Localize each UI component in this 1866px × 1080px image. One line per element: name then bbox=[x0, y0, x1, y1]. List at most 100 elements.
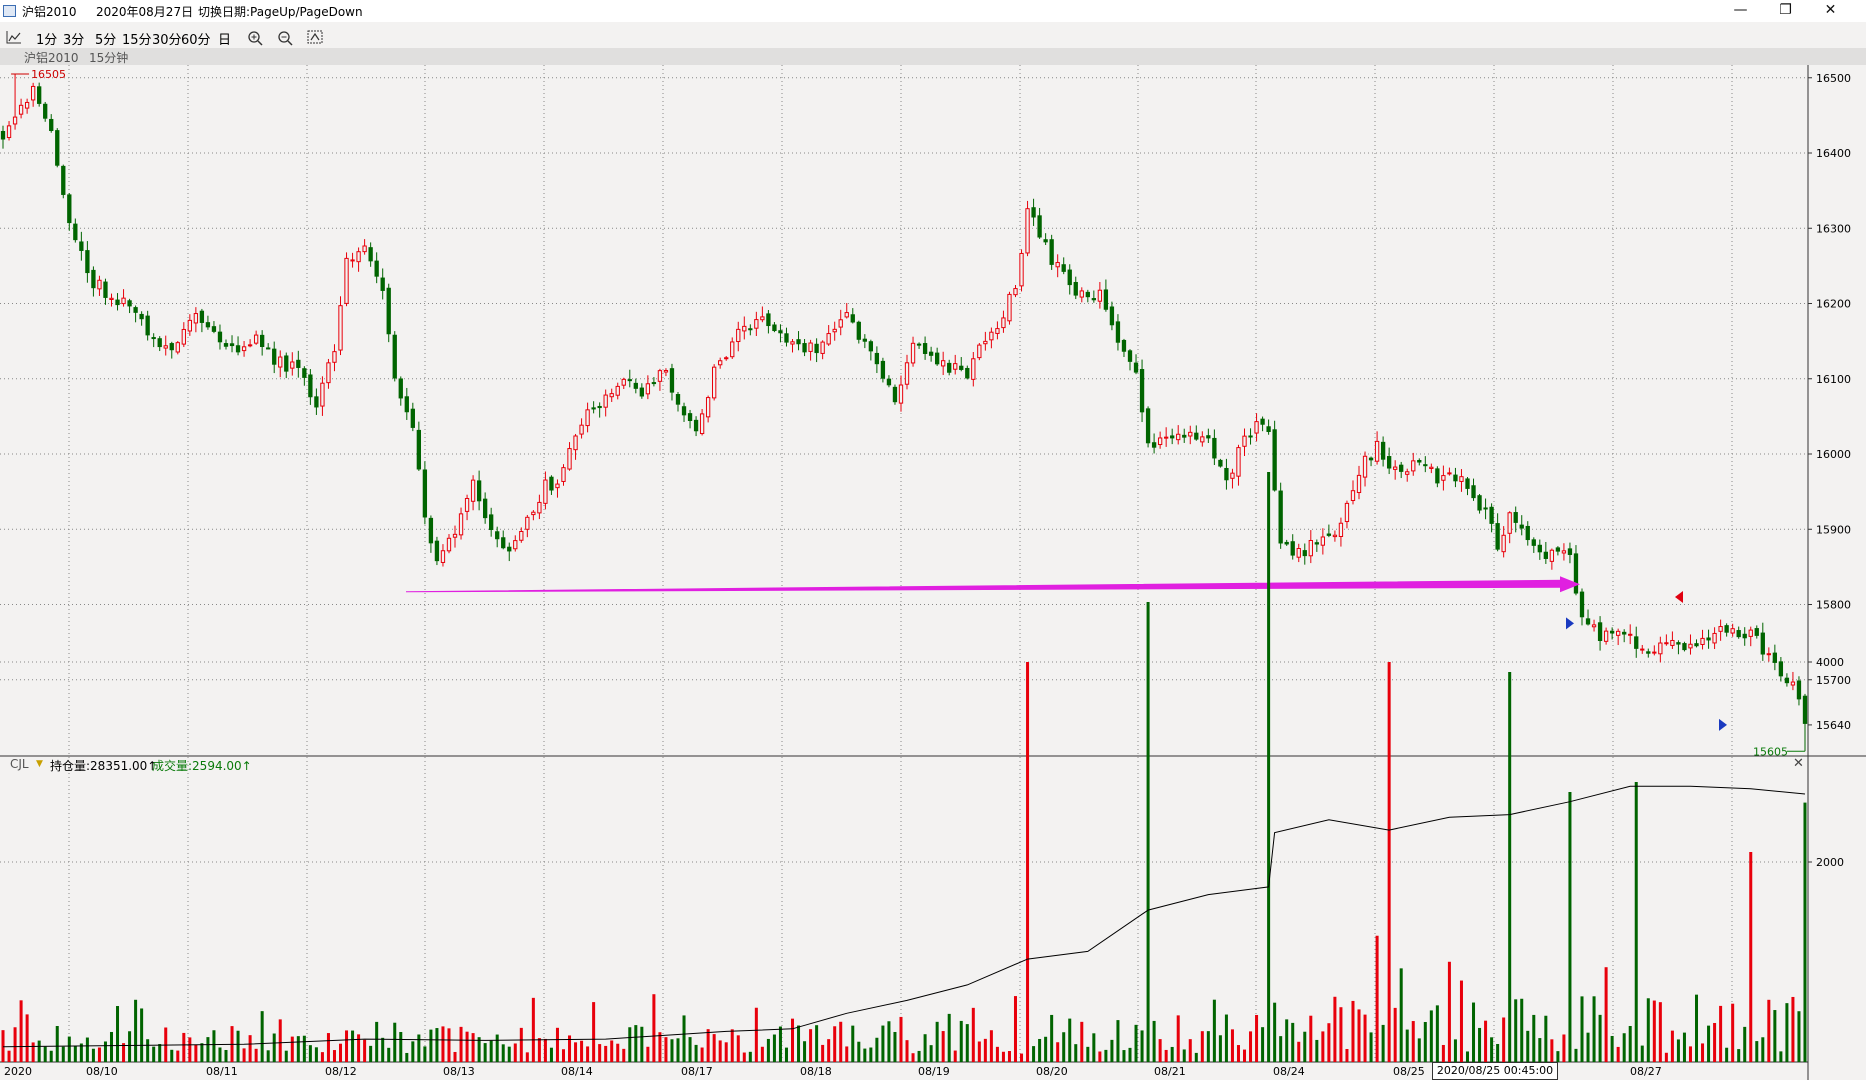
volume-bar bbox=[1188, 1039, 1192, 1062]
candle-body bbox=[1043, 239, 1048, 243]
volume-bar bbox=[688, 1037, 692, 1062]
candle-body bbox=[326, 362, 331, 384]
candle-body bbox=[519, 530, 524, 541]
volume-bar bbox=[1110, 1039, 1114, 1062]
volume-bar bbox=[1773, 1010, 1777, 1062]
volume-bar bbox=[212, 1030, 216, 1062]
volume-bar bbox=[188, 1037, 192, 1062]
candle-body bbox=[748, 328, 753, 331]
volume-bar bbox=[357, 1034, 361, 1062]
candle-body bbox=[1567, 548, 1573, 555]
time-tick-label: 08/18 bbox=[800, 1065, 832, 1078]
zoom-out-icon[interactable] bbox=[277, 30, 293, 46]
volume-bar bbox=[1459, 980, 1463, 1062]
volume-bar bbox=[290, 1036, 294, 1062]
candle-body bbox=[790, 341, 795, 345]
candle-body bbox=[1555, 547, 1561, 552]
candle-body bbox=[1314, 542, 1319, 545]
candle-body bbox=[1079, 290, 1084, 298]
volume-bar bbox=[1646, 998, 1650, 1062]
volume-bar bbox=[1200, 1031, 1204, 1062]
candle-body bbox=[1290, 541, 1295, 556]
time-tick-label: 08/24 bbox=[1273, 1065, 1305, 1078]
minimize-icon[interactable]: — bbox=[1733, 2, 1748, 18]
volume-bar bbox=[1164, 1049, 1168, 1062]
restore-icon[interactable]: ❐ bbox=[1779, 2, 1792, 18]
zoom-in-icon[interactable] bbox=[247, 30, 263, 46]
volume-bar bbox=[1032, 1046, 1036, 1062]
volume-bar bbox=[1749, 852, 1753, 1062]
volume-bar bbox=[730, 1029, 734, 1062]
period-3min[interactable]: 3分 bbox=[63, 33, 85, 48]
kline-chart[interactable]: 16500 16400 16300 16200 16100 16000 15900 15800… bbox=[0, 65, 1866, 1080]
period-30min[interactable]: 30分 bbox=[152, 33, 182, 48]
period-day[interactable]: 日 bbox=[218, 33, 232, 48]
candle-body bbox=[627, 379, 632, 382]
volume-bar bbox=[1640, 1045, 1644, 1062]
period-1min[interactable]: 1分 bbox=[36, 33, 58, 48]
volume-bar bbox=[37, 1040, 41, 1062]
volume-bar bbox=[128, 1031, 132, 1062]
volume-bar bbox=[1538, 1038, 1542, 1062]
volume-bar bbox=[893, 1031, 897, 1062]
close-icon[interactable]: ✕ bbox=[1824, 2, 1837, 18]
candle-body bbox=[687, 413, 693, 421]
volume-bar bbox=[1526, 1030, 1530, 1062]
volume-bar bbox=[1478, 1027, 1482, 1062]
candle-body bbox=[1182, 434, 1187, 438]
candle-body bbox=[260, 334, 265, 347]
date-switch-hint: 切换日期:PageUp/PageDown bbox=[198, 5, 363, 19]
candle-body bbox=[1501, 534, 1506, 553]
candle-body bbox=[995, 328, 1000, 334]
volume-bar bbox=[971, 1007, 975, 1062]
candle-body bbox=[904, 362, 910, 385]
candle-body bbox=[633, 382, 638, 389]
candle-body bbox=[712, 366, 717, 399]
volume-bar bbox=[1086, 1046, 1090, 1062]
volume-bar bbox=[1399, 968, 1403, 1062]
period-60min[interactable]: 60分 bbox=[181, 33, 211, 48]
volume-bar bbox=[875, 1037, 879, 1062]
reset-zoom-icon[interactable] bbox=[306, 29, 324, 45]
open-interest-label: 持仓量:28351.00↑ bbox=[50, 759, 158, 773]
volume-bar bbox=[459, 1026, 463, 1062]
volume-bar bbox=[1695, 994, 1699, 1062]
volume-bar bbox=[525, 1052, 529, 1062]
candle-body bbox=[1790, 681, 1796, 686]
volume-bar bbox=[1013, 996, 1017, 1062]
time-tick-label: 08/13 bbox=[443, 1065, 475, 1078]
period-5min[interactable]: 5分 bbox=[95, 33, 117, 48]
volume-bar bbox=[73, 1045, 77, 1062]
time-tick-label: 08/27 bbox=[1630, 1065, 1662, 1078]
candle-body bbox=[856, 321, 861, 340]
period-15min[interactable]: 15分 bbox=[122, 33, 152, 48]
chart-type-icon[interactable] bbox=[6, 30, 22, 44]
volume-bar bbox=[791, 1018, 795, 1062]
volume-bar bbox=[375, 1021, 379, 1062]
volume-bar bbox=[1224, 1014, 1228, 1062]
volume-bar bbox=[61, 1046, 65, 1062]
volume-bar bbox=[1652, 1000, 1656, 1062]
volume-bar bbox=[1001, 1051, 1005, 1062]
candle-body bbox=[675, 394, 681, 405]
candle-body bbox=[115, 299, 120, 306]
candle-body bbox=[241, 346, 247, 352]
candle-body bbox=[1061, 264, 1066, 272]
candle-body bbox=[440, 550, 446, 563]
candle-body bbox=[1411, 460, 1416, 472]
candle-body bbox=[314, 396, 319, 408]
volume-bar bbox=[1447, 961, 1451, 1062]
volume-bar bbox=[176, 1050, 180, 1062]
indicator-close-icon[interactable]: ✕ bbox=[1793, 756, 1804, 771]
candle-body bbox=[1700, 637, 1705, 645]
volume-bar bbox=[1357, 1009, 1361, 1062]
candle-body bbox=[217, 331, 223, 343]
candle-body bbox=[573, 435, 578, 451]
volume-bar bbox=[959, 1020, 963, 1062]
volume-bar bbox=[85, 1037, 89, 1062]
indicator-dropdown-icon[interactable]: ▼ bbox=[36, 759, 43, 769]
candle-body bbox=[235, 345, 241, 353]
candle-body bbox=[350, 259, 355, 262]
volume-bar bbox=[339, 1043, 343, 1062]
volume-bar bbox=[634, 1025, 638, 1062]
